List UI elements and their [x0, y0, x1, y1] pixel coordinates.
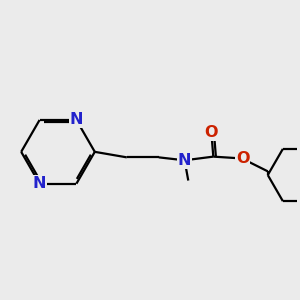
Text: N: N	[33, 176, 46, 191]
Text: O: O	[236, 151, 250, 166]
Text: O: O	[205, 125, 218, 140]
Text: N: N	[70, 112, 83, 128]
Text: N: N	[178, 153, 191, 168]
